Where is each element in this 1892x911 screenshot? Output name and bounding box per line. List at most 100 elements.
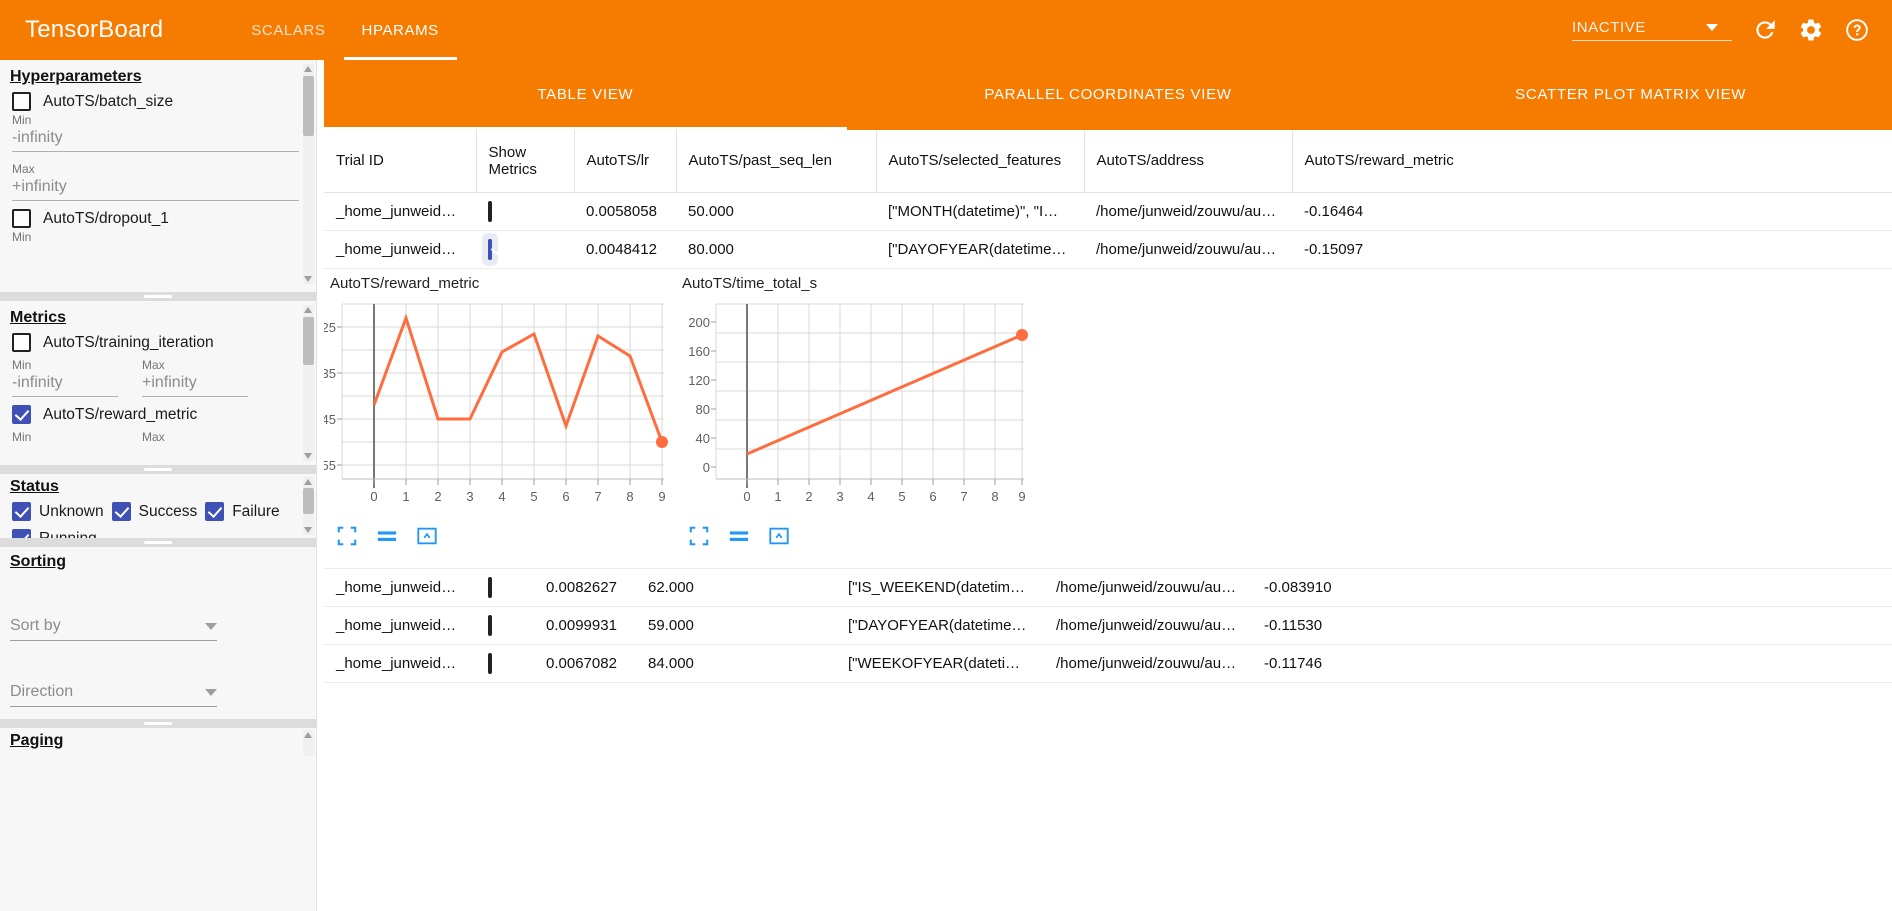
scroll-down-arrow-icon[interactable]: [304, 527, 312, 533]
svg-text:-0.135: -0.135: [324, 366, 336, 381]
cell-selected-features: ["IS_WEEKEND(datetim…: [836, 568, 1044, 607]
nav-tab-scalars[interactable]: SCALARS: [251, 21, 326, 39]
tab-scatter-plot-matrix-view[interactable]: SCATTER PLOT MATRIX VIEW: [1515, 86, 1747, 103]
cell-show-metrics[interactable]: [476, 192, 574, 231]
cell-show-metrics[interactable]: [476, 606, 534, 645]
column-header-reward-metric[interactable]: AutoTS/reward_metric: [1292, 130, 1892, 193]
paging-scrollbar[interactable]: [303, 730, 314, 756]
metric-reward-range: Min Max: [12, 430, 316, 446]
hparam-item-dropout-1[interactable]: AutoTS/dropout_1: [12, 209, 316, 228]
status-item-unknown[interactable]: Unknown: [12, 502, 104, 521]
metric-max-field[interactable]: Max: [142, 430, 248, 446]
checkbox-icon[interactable]: [12, 92, 31, 111]
run-status-select[interactable]: INACTIVE: [1572, 19, 1732, 41]
status-item-success[interactable]: Success: [111, 502, 197, 521]
checkbox-icon[interactable]: [205, 502, 225, 521]
column-header-selected-features[interactable]: AutoTS/selected_features: [876, 130, 1085, 193]
column-header-past-seq-len[interactable]: AutoTS/past_seq_len: [676, 130, 877, 193]
svg-text:0: 0: [370, 489, 377, 504]
status-scrollbar[interactable]: [303, 477, 314, 535]
cell-reward-metric: -0.083910: [1252, 568, 1892, 607]
panel-divider-3[interactable]: [0, 538, 316, 547]
scroll-up-arrow-icon[interactable]: [304, 479, 312, 485]
metric-item-reward-metric[interactable]: AutoTS/reward_metric: [12, 405, 316, 424]
cell-lr: 0.0099931: [534, 606, 636, 645]
hparam-item-batch-size[interactable]: AutoTS/batch_size: [12, 92, 316, 111]
cell-selected-features: ["DAYOFYEAR(datetime…: [876, 230, 1084, 269]
scrollbar-thumb[interactable]: [303, 488, 314, 514]
metric-min-field[interactable]: Min -infinity: [12, 358, 118, 397]
chart-time-total-s-svg[interactable]: 200 160 120 80 40 0 0: [676, 294, 1028, 514]
checkbox-icon[interactable]: [488, 200, 492, 222]
scroll-down-arrow-icon[interactable]: [304, 453, 312, 459]
scrollbar-thumb[interactable]: [303, 76, 314, 136]
lines-icon[interactable]: [728, 525, 750, 547]
view-tabs: TABLE VIEW PARALLEL COORDINATES VIEW SCA…: [324, 60, 1892, 130]
max-label: Max: [142, 358, 165, 372]
cell-show-metrics[interactable]: [476, 644, 534, 683]
hparam-batch-size-max-field[interactable]: Max +infinity: [12, 162, 299, 201]
table-row[interactable]: _home_junweid_z… 0.0058058 50.000 ["MONT…: [324, 192, 1892, 231]
sort-by-select[interactable]: Sort by: [10, 617, 217, 641]
hparam-batch-size-min-field[interactable]: Min -infinity: [12, 113, 299, 152]
checkbox-icon[interactable]: [488, 614, 492, 636]
scroll-up-arrow-icon[interactable]: [304, 66, 312, 72]
metric-label: AutoTS/reward_metric: [43, 405, 198, 423]
metric-min-field[interactable]: Min: [12, 430, 118, 446]
refresh-icon[interactable]: [1752, 17, 1778, 43]
panel-divider-2[interactable]: [0, 465, 316, 474]
cell-trial-id: _home_junweid_z…: [324, 192, 476, 231]
lines-icon[interactable]: [376, 525, 398, 547]
table-row[interactable]: _home_junweid_z… 0.0082627 62.000 ["IS_W…: [324, 568, 1892, 607]
fullscreen-icon[interactable]: [688, 525, 710, 547]
checkbox-icon[interactable]: [111, 502, 131, 521]
status-item-failure[interactable]: Failure: [205, 502, 280, 521]
help-icon[interactable]: [1844, 17, 1870, 43]
nav-tab-hparams[interactable]: HPARAMS: [343, 0, 458, 60]
panel-divider-4[interactable]: [0, 719, 316, 728]
svg-text:2: 2: [805, 489, 812, 504]
metric-item-training-iteration[interactable]: AutoTS/training_iteration: [12, 333, 316, 352]
checkbox-icon[interactable]: [12, 405, 31, 424]
fit-icon[interactable]: [416, 525, 438, 547]
tab-parallel-coordinates-view[interactable]: PARALLEL COORDINATES VIEW: [984, 86, 1232, 103]
checkbox-icon[interactable]: [488, 652, 492, 674]
panel-divider-1[interactable]: [0, 292, 316, 301]
status-label: Unknown: [39, 502, 104, 520]
metric-max-field[interactable]: Max +infinity: [142, 358, 248, 397]
scroll-up-arrow-icon[interactable]: [304, 307, 312, 313]
chevron-down-icon: [205, 622, 217, 630]
hparam-dropout-min-field[interactable]: Min: [12, 230, 299, 246]
table-row[interactable]: _home_junweid_z… 0.0067082 84.000 ["WEEK…: [324, 644, 1892, 683]
fullscreen-icon[interactable]: [336, 525, 358, 547]
cell-selected-features: ["WEEKOFYEAR(dateti…: [836, 644, 1044, 683]
checkbox-icon[interactable]: [12, 209, 31, 228]
checkbox-icon[interactable]: [12, 502, 31, 521]
cell-lr: 0.0048412: [574, 230, 676, 269]
checkbox-icon[interactable]: [488, 238, 492, 260]
tab-table-view[interactable]: TABLE VIEW: [324, 60, 847, 130]
checkbox-icon[interactable]: [12, 529, 31, 538]
status-item-running[interactable]: Running: [12, 529, 97, 538]
direction-select[interactable]: Direction: [10, 683, 217, 707]
column-header-show-metrics[interactable]: Show Metrics: [476, 130, 575, 193]
column-header-address[interactable]: AutoTS/address: [1084, 130, 1293, 193]
cell-show-metrics[interactable]: [476, 230, 574, 269]
svg-text:3: 3: [836, 489, 843, 504]
scroll-down-arrow-icon[interactable]: [304, 276, 312, 282]
hyperparameters-scrollbar[interactable]: [303, 64, 314, 284]
metrics-scrollbar[interactable]: [303, 305, 314, 461]
cell-show-metrics[interactable]: [476, 568, 534, 607]
column-header-trial-id[interactable]: Trial ID: [324, 130, 477, 193]
scrollbar-thumb[interactable]: [303, 317, 314, 365]
svg-text:4: 4: [498, 489, 505, 504]
fit-icon[interactable]: [768, 525, 790, 547]
table-row[interactable]: _home_junweid_z… 0.0099931 59.000 ["DAYO…: [324, 606, 1892, 645]
column-header-lr[interactable]: AutoTS/lr: [574, 130, 677, 193]
scroll-up-arrow-icon[interactable]: [304, 732, 312, 738]
checkbox-icon[interactable]: [488, 576, 492, 598]
gear-icon[interactable]: [1798, 17, 1824, 43]
table-row[interactable]: _home_junweid_z… 0.0048412 80.000 ["DAYO…: [324, 230, 1892, 269]
checkbox-icon[interactable]: [12, 333, 31, 352]
chart-reward-metric-svg[interactable]: -0.125 -0.135 -0.145 -0.155: [324, 294, 674, 514]
